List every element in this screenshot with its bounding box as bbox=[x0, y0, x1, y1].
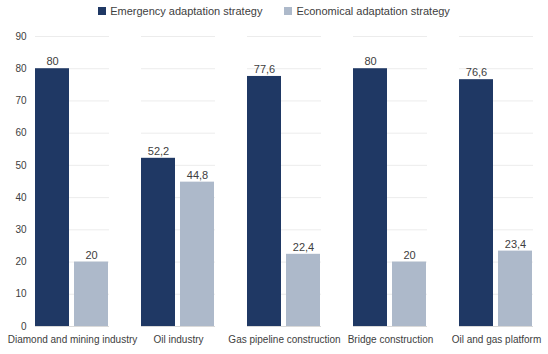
html-text:Emergency adaptation strategy: Emergency adaptation strategy bbox=[110, 5, 263, 17]
svg-text:50: 50 bbox=[15, 160, 27, 171]
svg-text:23,4: 23,4 bbox=[505, 238, 526, 250]
svg-text:40: 40 bbox=[15, 192, 27, 203]
svg-text:Diamond and mining industry: Diamond and mining industry bbox=[8, 334, 138, 345]
svg-text:80: 80 bbox=[46, 55, 58, 67]
svg-text:Oil and gas platform: Oil and gas platform bbox=[452, 334, 542, 345]
svg-text:Oil industry: Oil industry bbox=[153, 334, 203, 345]
svg-text:60: 60 bbox=[15, 127, 27, 138]
svg-text:90: 90 bbox=[15, 31, 27, 42]
svg-text:20: 20 bbox=[85, 249, 97, 261]
svg-text:Bridge construction: Bridge construction bbox=[348, 334, 434, 345]
svg-text:76,6: 76,6 bbox=[466, 66, 487, 78]
svg-text:20: 20 bbox=[15, 256, 27, 267]
svg-text:0: 0 bbox=[21, 321, 27, 332]
svg-text:20: 20 bbox=[403, 249, 415, 261]
svg-text:44,8: 44,8 bbox=[187, 169, 208, 181]
html-text:Economical adaptation strategy: Economical adaptation strategy bbox=[296, 5, 450, 17]
svg-text:52,2: 52,2 bbox=[148, 145, 169, 157]
svg-text:80: 80 bbox=[15, 63, 27, 74]
svg-text:Gas pipeline construction: Gas pipeline construction bbox=[228, 334, 340, 345]
svg-text:70: 70 bbox=[15, 95, 27, 106]
svg-text:80: 80 bbox=[364, 55, 376, 67]
svg-text:10: 10 bbox=[15, 288, 27, 299]
svg-text:30: 30 bbox=[15, 224, 27, 235]
svg-text:22,4: 22,4 bbox=[293, 241, 314, 253]
svg-text:77,6: 77,6 bbox=[254, 63, 275, 75]
